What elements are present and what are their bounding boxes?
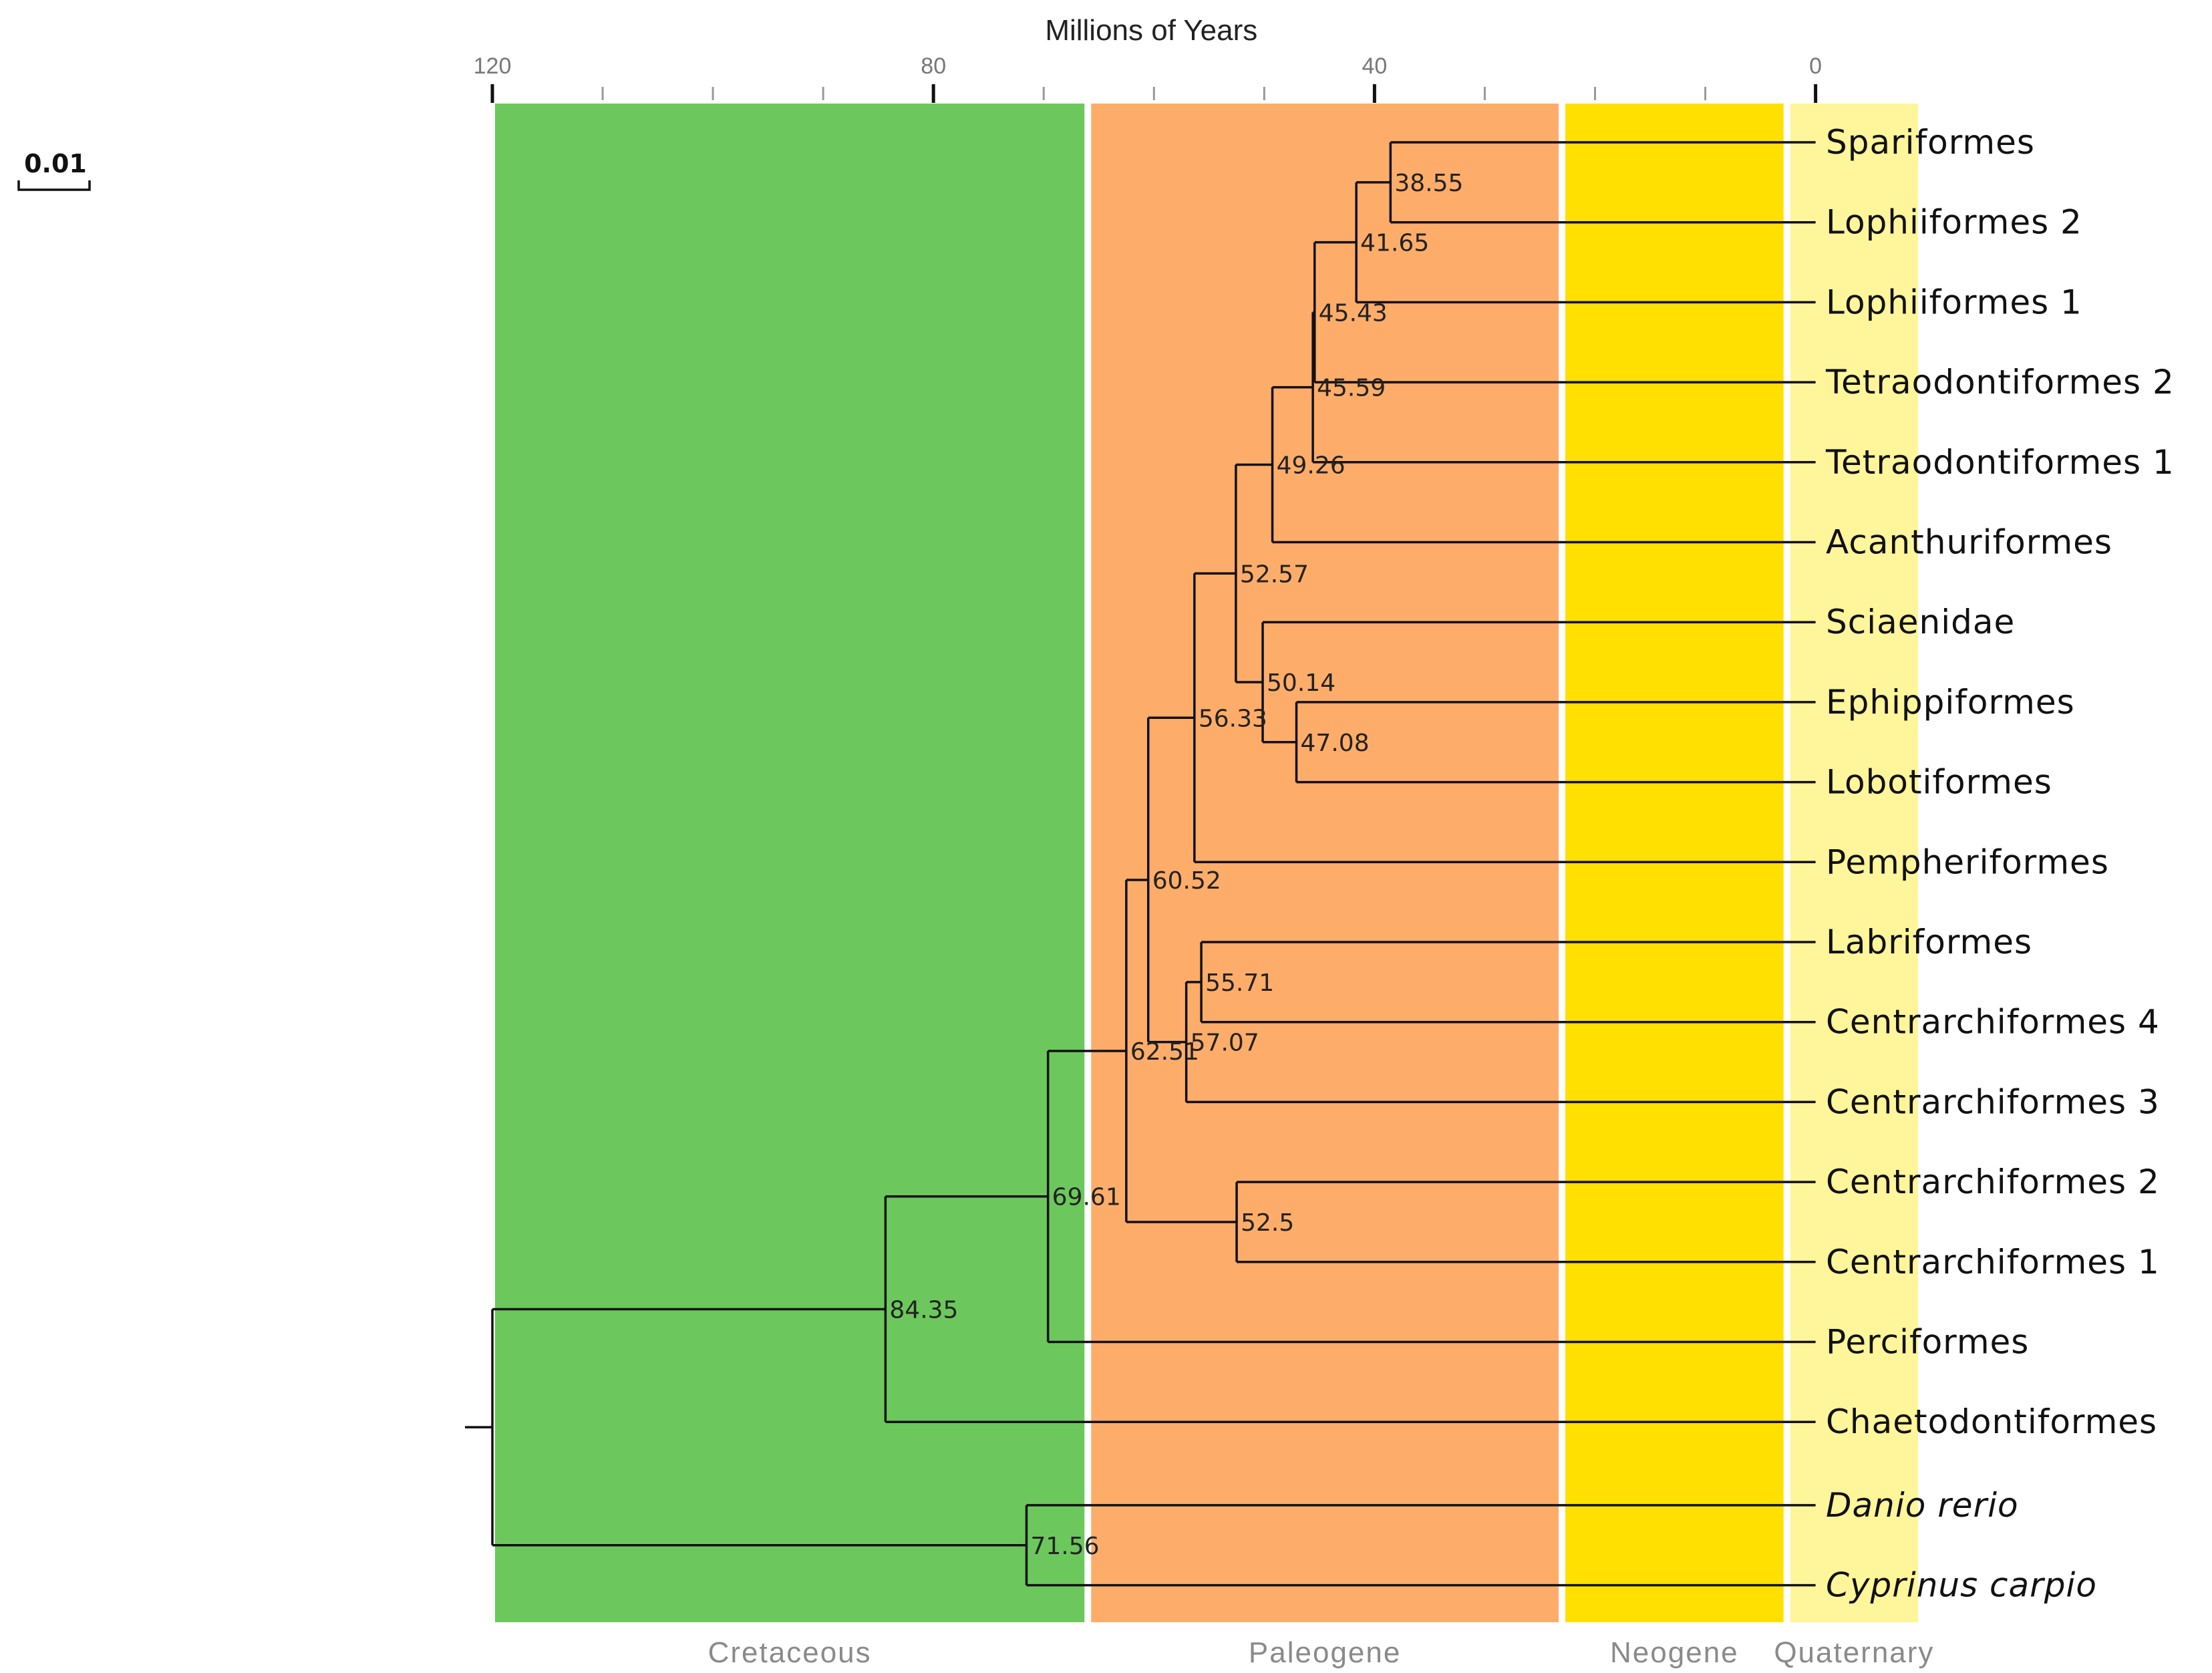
period-label-neogene: Neogene: [1610, 1636, 1739, 1669]
tip-label-labriformes: Labriformes: [1826, 923, 2032, 961]
tip-label-perciformes: Perciformes: [1826, 1323, 2029, 1362]
node-age-47-08: 47.08: [1301, 730, 1370, 757]
node-age-55-71: 55.71: [1205, 969, 1274, 997]
tip-labels: Spariformes Lophiiformes 2 Lophiiformes 1 T…: [1825, 123, 2175, 1605]
axis-title: Millions of Years: [1045, 14, 1257, 47]
tip-label-cyprinus-carpio: Cyprinus carpio: [1826, 1566, 2097, 1605]
node-age-labels: 38.5541.6545.4345.5949.2647.0850.1452.57…: [889, 170, 1463, 1560]
tick-label: 40: [1362, 53, 1387, 79]
node-age-52-57: 52.57: [1240, 561, 1309, 588]
node-age-71-56: 71.56: [1031, 1533, 1100, 1560]
node-age-49-26: 49.26: [1277, 452, 1346, 480]
period-label-quaternary: Quaternary: [1774, 1636, 1934, 1669]
node-age-84-35: 84.35: [889, 1296, 958, 1324]
node-age-41-65: 41.65: [1360, 230, 1429, 257]
tip-label-lobotiformes: Lobotiformes: [1826, 763, 2052, 802]
tip-label-acanthuriformes: Acanthuriformes: [1826, 523, 2112, 562]
node-age-38-55: 38.55: [1394, 170, 1463, 197]
tip-label-lophiiformes-2: Lophiiformes 2: [1826, 203, 2082, 242]
node-age-56-33: 56.33: [1199, 705, 1267, 732]
tip-label-tetraodontiformes-1: Tetraodontiformes 1: [1825, 443, 2175, 482]
tick-label: 120: [474, 53, 512, 79]
tip-label-lophiiformes-1: Lophiiformes 1: [1826, 283, 2082, 321]
tip-label-ephippiformes: Ephippiformes: [1826, 683, 2075, 722]
period-label-cretaceous: Cretaceous: [708, 1636, 872, 1669]
tree-branches: [465, 141, 1816, 1587]
period-labels: Cretaceous Paleogene Neogene Quaternary: [708, 1636, 1934, 1669]
node-age-69-61: 69.61: [1052, 1184, 1121, 1211]
node-age-52-5: 52.5: [1241, 1209, 1294, 1237]
node-age-60-52: 60.52: [1152, 867, 1221, 895]
node-age-57-07: 57.07: [1191, 1030, 1259, 1057]
tip-label-pempheriformes: Pempheriformes: [1826, 843, 2109, 881]
scale-bar-line: [17, 180, 91, 191]
period-band-cretaceous: [495, 104, 1085, 1622]
tip-label-tetraodontiformes-2: Tetraodontiformes 2: [1825, 363, 2175, 402]
scale-bar-label: 0.01: [24, 149, 87, 178]
tip-label-sciaenidae: Sciaenidae: [1826, 603, 2015, 641]
tip-label-danio-rerio: Danio rerio: [1826, 1486, 2019, 1525]
tick-label: 80: [921, 53, 946, 79]
period-label-paleogene: Paleogene: [1249, 1636, 1401, 1669]
node-age-45-43: 45.43: [1319, 299, 1388, 327]
tip-label-centrarchiformes-4: Centrarchiformes 4: [1826, 1003, 2160, 1042]
tip-label-spariformes: Spariformes: [1826, 123, 2035, 162]
tip-label-centrarchiformes-1: Centrarchiformes 1: [1826, 1243, 2160, 1281]
time-axis: Millions of Years 120 80 40 0: [474, 14, 1822, 103]
tip-label-chaetodontiformes: Chaetodontiformes: [1826, 1402, 2157, 1441]
node-age-45-59: 45.59: [1317, 375, 1386, 402]
scale-bar: 0.01: [17, 149, 91, 191]
tip-label-centrarchiformes-3: Centrarchiformes 3: [1826, 1082, 2160, 1121]
tick-label: 0: [1809, 53, 1822, 79]
tip-label-centrarchiformes-2: Centrarchiformes 2: [1826, 1163, 2160, 1201]
node-age-62-51: 62.51: [1130, 1038, 1199, 1066]
node-age-50-14: 50.14: [1267, 669, 1335, 697]
